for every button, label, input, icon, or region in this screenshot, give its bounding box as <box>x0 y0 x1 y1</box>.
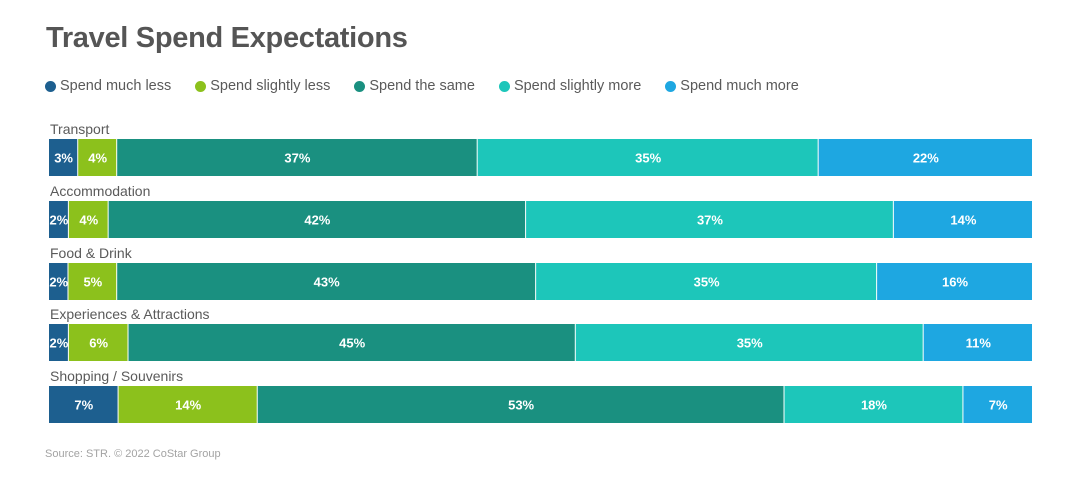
bar-segment <box>49 263 68 300</box>
data-label: 45% <box>339 336 365 351</box>
bar-segment <box>128 324 575 361</box>
bar-segment <box>536 263 877 300</box>
bar-segment <box>49 139 78 176</box>
bar-segment <box>68 324 128 361</box>
bar-segment <box>784 386 963 423</box>
category-label: Experiences & Attractions <box>50 306 210 322</box>
bar-segment <box>108 201 526 238</box>
bar-segment <box>923 324 1032 361</box>
data-label: 6% <box>89 336 108 351</box>
data-label: 37% <box>697 213 723 228</box>
legend-swatch <box>665 80 677 92</box>
data-label: 18% <box>861 398 887 413</box>
stacked-bar-chart: Transport 3% 4% 37% 35% 22% Accommodation 2% 4% 4… <box>49 121 1032 423</box>
bar-segment <box>257 386 784 423</box>
bar-segment <box>877 263 1032 300</box>
category-label: Shopping / Souvenirs <box>50 368 183 384</box>
legend-label: Spend much more <box>680 78 799 94</box>
legend-item: Spend the same <box>354 78 475 94</box>
legend-label: Spend the same <box>369 78 475 94</box>
legend-label: Spend much less <box>60 78 172 94</box>
bar-segment <box>117 263 536 300</box>
data-label: 35% <box>694 275 720 290</box>
data-label: 43% <box>314 275 340 290</box>
bar-row: Food & Drink 2% 5% 43% 35% 16% <box>49 245 1032 300</box>
bar-segment <box>78 139 117 176</box>
bar-row: Accommodation 2% 4% 42% 37% 14% <box>49 183 1032 238</box>
category-label: Transport <box>50 121 110 137</box>
legend-item: Spend much more <box>665 78 799 94</box>
legend-item: Spend slightly less <box>195 78 330 94</box>
bar-segment <box>68 263 117 300</box>
legend-swatch <box>195 80 207 92</box>
data-label: 53% <box>508 398 534 413</box>
bar-segment <box>117 139 477 176</box>
data-label: 14% <box>950 213 976 228</box>
bar-segment <box>575 324 923 361</box>
legend-label: Spend slightly more <box>513 78 642 94</box>
bar-segment <box>118 386 257 423</box>
bar-segment <box>818 139 1032 176</box>
data-label: 11% <box>966 336 992 351</box>
data-label: 42% <box>304 213 330 228</box>
legend-item: Spend much less <box>45 78 171 94</box>
data-label: 4% <box>79 213 98 228</box>
data-label: 4% <box>88 151 107 166</box>
chart-title: Travel Spend Expectations <box>46 22 408 54</box>
bar-segment <box>49 201 68 238</box>
bar-segment <box>49 386 118 423</box>
category-label: Food & Drink <box>50 245 133 261</box>
legend-item: Spend slightly more <box>498 78 642 94</box>
source-note: Source: STR. © 2022 CoStar Group <box>45 448 221 460</box>
chart-legend: Spend much less Spend slightly less Spend … <box>45 76 823 96</box>
data-label: 7% <box>74 398 93 413</box>
bar-row: Transport 3% 4% 37% 35% 22% <box>49 121 1032 176</box>
bar-segment <box>68 201 108 238</box>
data-label: 37% <box>284 151 310 166</box>
bar-row: Shopping / Souvenirs 7% 14% 53% 18% 7% <box>49 368 1032 423</box>
data-label: 14% <box>175 398 201 413</box>
legend-swatch <box>45 80 56 92</box>
bar-segment <box>49 324 68 361</box>
legend-swatch <box>498 80 510 92</box>
bar-segment <box>893 201 1032 238</box>
data-label: 7% <box>989 398 1008 413</box>
legend-label: Spend slightly less <box>210 78 331 94</box>
category-label: Accommodation <box>50 183 150 199</box>
bar-segment <box>477 139 818 176</box>
data-label: 16% <box>942 275 968 290</box>
bar-segment <box>526 201 893 238</box>
data-label: 35% <box>737 336 763 351</box>
data-label: 2% <box>50 213 69 228</box>
data-label: 2% <box>50 336 69 351</box>
data-label: 2% <box>49 275 68 290</box>
data-label: 3% <box>54 151 73 166</box>
bar-segment <box>963 386 1032 423</box>
bar-row: Experiences & Attractions 2% 6% 45% 35% 11% <box>49 306 1032 361</box>
data-label: 35% <box>635 151 661 166</box>
data-label: 22% <box>913 151 939 166</box>
legend-swatch <box>354 80 366 92</box>
data-label: 5% <box>83 275 102 290</box>
